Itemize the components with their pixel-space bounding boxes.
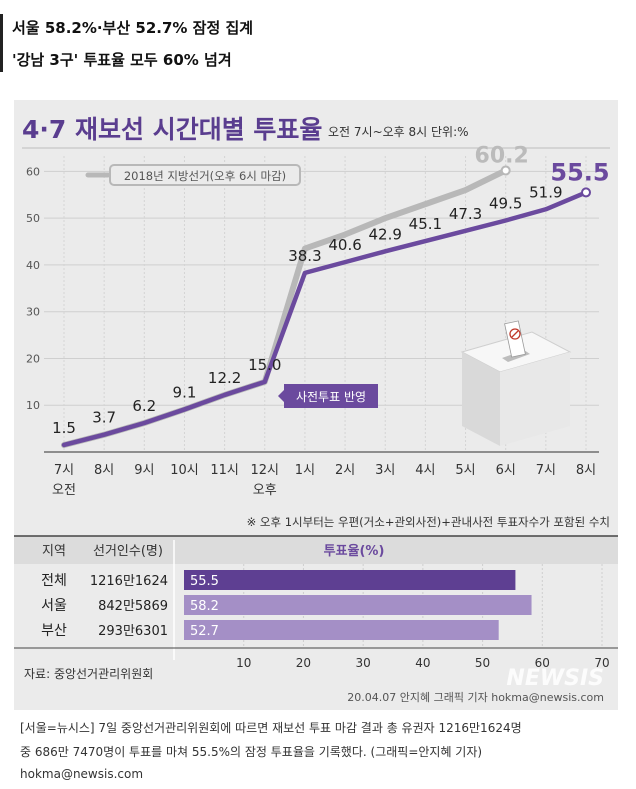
newsis-watermark: NEWSIS: [506, 666, 604, 691]
article-caption-line-2: 중 686만 7470명이 투표를 마쳐 55.5%의 잠정 투표율을 기록했다…: [20, 745, 483, 759]
data-label: 51.9: [529, 183, 562, 201]
turnout-bar: [184, 620, 499, 640]
x-tick-label: 7시: [536, 463, 556, 478]
ballot-box-icon: [460, 320, 572, 446]
x-tick-label: 12시: [251, 463, 280, 478]
table-row-region: 전체: [41, 573, 67, 589]
data-label: 15.0: [248, 356, 281, 374]
y-tick-label: 20: [26, 352, 40, 365]
headline-2: '강남 3구' 투표율 모두 60% 넘겨: [12, 51, 232, 69]
data-label: 3.7: [92, 409, 116, 427]
headline-accent-bar: [0, 14, 3, 72]
data-label: 38.3: [288, 247, 321, 265]
data-label: 9.1: [173, 383, 197, 401]
bar-tick-label: 40: [415, 656, 430, 670]
data-label: 40.6: [328, 236, 361, 254]
chart-footnote: ※ 오후 1시부터는 우편(거소+관외사전)+관내사전 투표자수가 포함된 수치: [247, 515, 610, 529]
x-tick-sublabel: 오후: [253, 483, 277, 498]
x-tick-sublabel: 오전: [52, 483, 76, 498]
table-col-region: 지역: [42, 544, 66, 559]
turnout-bar: [184, 570, 516, 590]
x-tick-label: 3시: [375, 463, 395, 478]
turnout-bar-label: 58.2: [190, 599, 219, 614]
data-label: 1.5: [52, 419, 76, 437]
series-2021-line: [61, 190, 589, 448]
early-vote-callout-text: 사전투표 반영: [296, 390, 366, 404]
turnout-bar-label: 55.5: [190, 574, 219, 589]
table-header-band: [14, 536, 618, 564]
turnout-bar: [184, 595, 532, 615]
graphic-credit: 20.04.07 안지혜 그래픽 기자 hokma@newsis.com: [347, 691, 604, 704]
bar-tick-label: 50: [475, 656, 490, 670]
turnout-bar-label: 52.7: [190, 624, 219, 639]
x-tick-label: 8시: [94, 463, 114, 478]
bar-tick-label: 60: [535, 656, 550, 670]
x-tick-label: 7시: [54, 463, 74, 478]
table-col-electors: 선거인수(명): [93, 544, 163, 559]
y-tick-label: 40: [26, 259, 40, 272]
bar-tick-label: 30: [356, 656, 371, 670]
table-row-region: 서울: [41, 598, 67, 614]
x-tick-label: 9시: [134, 463, 154, 478]
data-label: 6.2: [132, 397, 156, 415]
chart-title: 4·7 재보선 시간대별 투표율: [22, 115, 322, 144]
data-label: 49.5: [489, 194, 522, 212]
table-row-electors: 293만6301: [98, 624, 168, 639]
source-label: 자료: 중앙선거관리위원회: [24, 667, 153, 681]
y-tick-label: 60: [26, 165, 40, 178]
headline-1: 서울 58.2%·부산 52.7% 잠정 집계: [12, 19, 254, 37]
x-tick-label: 5시: [455, 463, 475, 478]
early-vote-callout-box: [284, 384, 378, 408]
bar-tick-label: 20: [296, 656, 311, 670]
bar-tick-label: 10: [236, 656, 251, 670]
data-label: 47.3: [449, 205, 482, 223]
infographic-card: 4·7 재보선 시간대별 투표율 오전 7시~오후 8시 단위:% 10 20 30…: [14, 100, 618, 710]
table-row-electors: 842만5869: [98, 599, 168, 614]
article-caption-line-3: hokma@newsis.com: [20, 767, 144, 781]
end-label-2021: 55.5: [550, 158, 609, 186]
end-label-2018: 60.2: [475, 143, 529, 168]
early-vote-callout-pointer: [278, 390, 284, 402]
article-caption-line-1: [서울=뉴시스] 7일 중앙선거관리위원회에 따르면 재보선 투표 마감 결과 …: [20, 721, 522, 735]
x-tick-label: 11시: [210, 463, 239, 478]
x-tick-label: 8시: [576, 463, 596, 478]
x-tick-label: 1시: [295, 463, 315, 478]
y-tick-label: 30: [26, 306, 40, 319]
table-row-region: 부산: [41, 623, 67, 639]
table-row-electors: 1216만1624: [90, 574, 168, 589]
infographic-svg: 4·7 재보선 시간대별 투표율 오전 7시~오후 8시 단위:% 10 20 30…: [14, 115, 618, 704]
x-tick-label: 6시: [496, 463, 516, 478]
bar-tick-label: 70: [594, 656, 609, 670]
y-tick-label: 10: [26, 399, 40, 412]
table-col-turnout: 투표율(%): [324, 543, 385, 559]
chart-subtitle: 오전 7시~오후 8시 단위:%: [328, 125, 469, 139]
data-label: 42.9: [369, 225, 402, 243]
data-label: 45.1: [409, 215, 442, 233]
legend-2018-label: 2018년 지방선거(오후 6시 마감): [124, 169, 286, 183]
series-end-marker: [500, 165, 511, 176]
series-end-marker: [581, 187, 591, 198]
legend-2018-box: [109, 164, 301, 186]
y-tick-label: 50: [26, 212, 40, 225]
x-tick-label: 4시: [415, 463, 435, 478]
data-label: 12.2: [208, 369, 241, 387]
x-tick-label: 10시: [170, 463, 199, 478]
x-tick-label: 2시: [335, 463, 355, 478]
